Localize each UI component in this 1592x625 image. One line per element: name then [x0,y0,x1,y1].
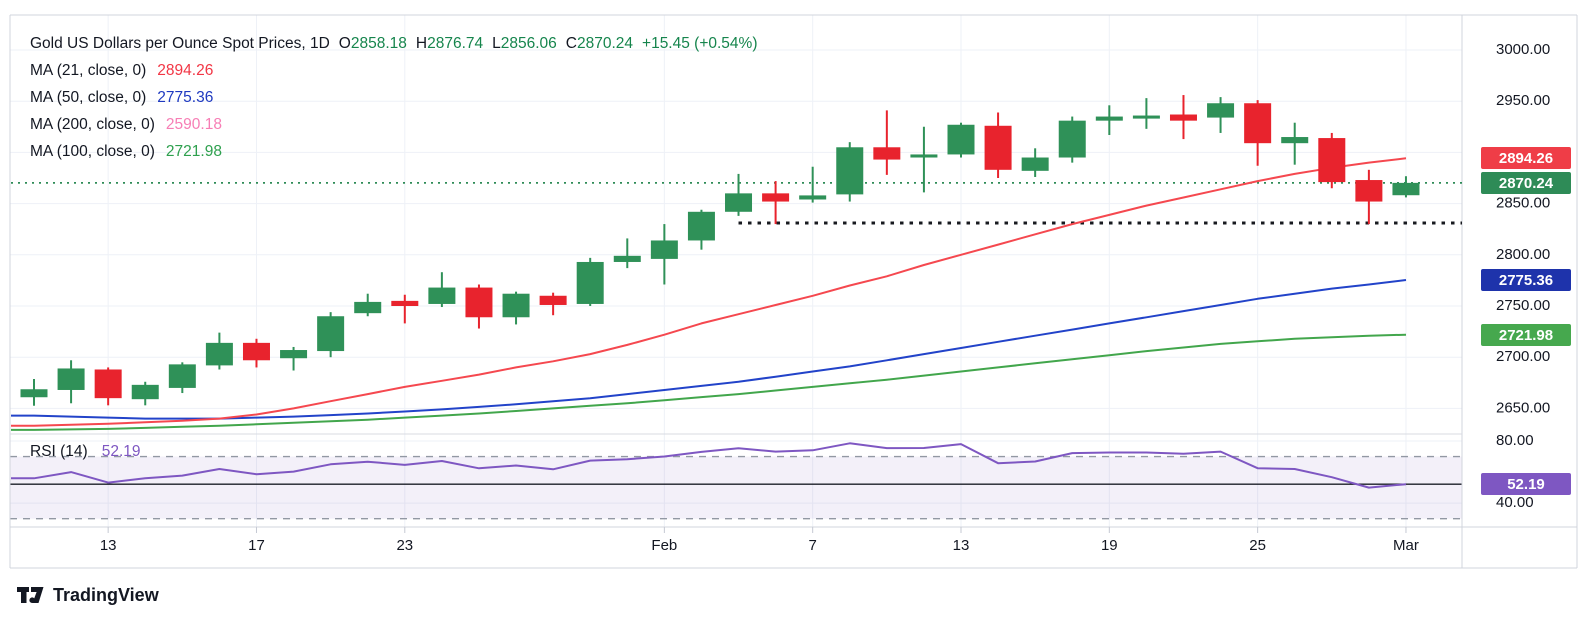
price-tick-label: 2950.00 [1496,92,1550,109]
candle-up-13 [502,293,530,318]
candle-down-36 [1355,180,1383,202]
ma100-label: MA (100, close, 0) [30,142,155,160]
candle-down-33 [1244,103,1272,144]
ma200-label: MA (200, close, 0) [30,115,155,133]
candle-up-17 [650,240,678,259]
rsi-label: RSI (14) [30,443,88,460]
ma100-value: 2721.98 [165,142,222,160]
tradingview-logo[interactable]: TradingView [17,585,159,606]
candle-down-2 [94,369,122,399]
ma50-value: 2775.36 [157,88,214,106]
candle-up-4 [168,364,196,388]
price-badge-ma50: 2775.36 [1481,269,1571,291]
candle-up-21 [799,195,827,200]
price-tick-label: 2750.00 [1496,297,1550,314]
rsi-tick-label: 80.00 [1496,432,1534,449]
candle-down-31 [1169,114,1197,121]
candle-up-19 [725,193,753,212]
indicator-row-ma50[interactable]: MA (50, close, 0) 2775.36 [30,84,767,111]
candle-down-26 [984,125,1012,170]
price-tick-label: 2700.00 [1496,348,1550,365]
candle-up-0 [20,389,48,398]
candle-up-3 [131,384,159,400]
candle-up-37 [1392,182,1420,196]
tradingview-logo-text: TradingView [53,585,159,605]
chart-legend: Gold US Dollars per Ounce Spot Prices, 1… [30,30,767,165]
candle-down-20 [762,193,790,202]
time-tick-label: 19 [1101,537,1118,554]
ma50-label: MA (50, close, 0) [30,88,147,106]
price-tick-label: 3000.00 [1496,41,1550,58]
time-tick-label: Feb [651,537,677,554]
price-badge-ma21: 2894.26 [1481,147,1571,169]
candle-up-32 [1207,103,1235,118]
time-tick-label: Mar [1393,537,1419,554]
rsi-legend-row[interactable]: RSI (14) 52.19 [30,443,141,461]
change-value: +15.45 (+0.54%) [642,34,758,52]
time-tick-label: 13 [953,537,970,554]
price-badge-ma100: 2721.98 [1481,324,1571,346]
indicator-row-ma200[interactable]: MA (200, close, 0) 2590.18 [30,111,767,138]
indicator-row-ma100[interactable]: MA (100, close, 0) 2721.98 [30,138,767,165]
price-tick-label: 2850.00 [1496,195,1550,212]
low-value: 2856.06 [500,34,557,52]
candle-up-15 [576,261,604,304]
candle-up-11 [428,287,456,304]
high-label: H [415,34,428,52]
rsi-band [10,456,1462,519]
candle-up-16 [613,255,641,262]
candle-up-22 [836,147,864,195]
time-tick-label: 7 [809,537,817,554]
candle-up-27 [1021,157,1049,171]
symbol-title-row[interactable]: Gold US Dollars per Ounce Spot Prices, 1… [30,30,767,57]
low-label: L [492,34,501,52]
rsi-value: 52.19 [101,443,141,460]
candle-up-5 [205,342,233,366]
candle-up-1 [57,368,85,390]
rsi-line [11,442,1407,489]
rsi-badge: 52.19 [1481,473,1571,495]
ma21-line [11,157,1407,427]
time-tick-label: 17 [248,537,265,554]
rsi-tick-label: 40.00 [1496,494,1534,511]
ma50-line [11,279,1407,420]
symbol-title: Gold US Dollars per Ounce Spot Prices, 1… [30,34,330,52]
candle-up-30 [1132,115,1160,119]
candle-down-10 [391,300,419,306]
ma21-value: 2894.26 [157,61,214,79]
candle-down-35 [1318,138,1346,183]
candle-up-29 [1095,116,1123,121]
open-label: O [338,34,351,52]
candle-down-14 [539,295,567,305]
ma200-value: 2590.18 [165,115,222,133]
time-tick-label: 23 [396,537,413,554]
close-label: C [565,34,577,52]
candle-up-9 [354,301,382,314]
price-badge-last: 2870.24 [1481,172,1571,194]
candle-up-25 [947,124,975,155]
candle-up-7 [280,350,308,359]
open-value: 2858.18 [350,34,407,52]
candle-up-8 [317,316,345,352]
close-value: 2870.24 [576,34,634,52]
high-value: 2876.74 [427,34,484,52]
candle-up-24 [910,154,938,158]
time-tick-label: 13 [100,537,117,554]
price-tick-label: 2800.00 [1496,246,1550,263]
candle-up-18 [687,211,715,241]
ma100-line [11,333,1407,431]
candle-down-6 [242,342,270,361]
ma21-label: MA (21, close, 0) [30,61,147,79]
time-tick-label: 25 [1249,537,1266,554]
candle-down-12 [465,287,493,318]
candle-up-28 [1058,120,1086,158]
candle-down-23 [873,147,901,160]
candle-up-34 [1281,137,1309,144]
time-axis[interactable] [10,528,1577,568]
price-tick-label: 2650.00 [1496,399,1550,416]
indicator-row-ma21[interactable]: MA (21, close, 0) 2894.26 [30,57,767,84]
tradingview-logo-icon [17,587,44,603]
